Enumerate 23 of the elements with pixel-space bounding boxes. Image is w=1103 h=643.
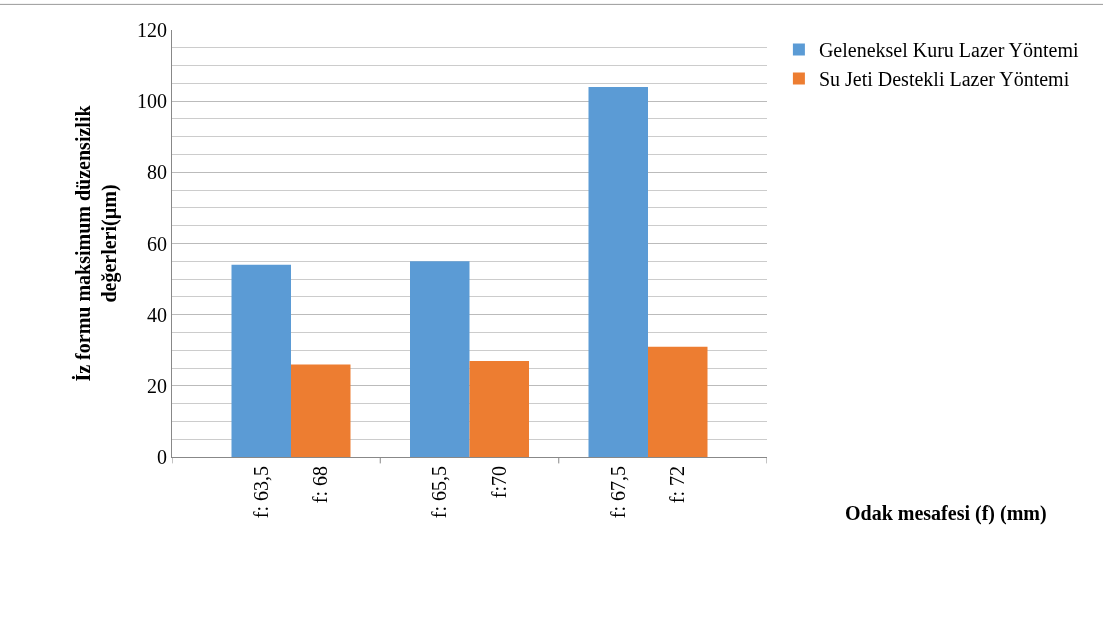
x-tick-label: f: 72 — [666, 466, 689, 504]
y-tick-label: 0 — [157, 446, 167, 468]
bar — [648, 346, 708, 457]
y-tick-label: 120 — [137, 19, 167, 41]
y-tick-label: 60 — [147, 232, 167, 255]
x-tick-label: f: 67,5 — [606, 466, 629, 519]
x-tick-label: f: 63,5 — [249, 466, 272, 519]
y-tick-label: 20 — [147, 374, 167, 397]
x-tick-label: f:70 — [487, 466, 510, 499]
bar — [231, 264, 291, 457]
y-tick-label: 80 — [147, 161, 167, 184]
x-tick-label: f: 68 — [309, 466, 332, 504]
bar — [291, 364, 351, 457]
legend-label: Su Jeti Destekli Lazer Yöntemi — [818, 68, 1070, 91]
x-axis-title: Odak mesafesi (f) (mm) — [845, 502, 1047, 525]
y-axis-title: İz formu maksimum düzensizlik değerleri(µm) — [70, 104, 121, 382]
legend-label: Geleneksel Kuru Lazer Yöntemi — [818, 39, 1080, 62]
bar — [469, 360, 529, 457]
bar — [410, 261, 470, 457]
bar — [588, 86, 648, 457]
y-tick-label: 100 — [137, 90, 167, 113]
x-tick-label: f: 65,5 — [428, 466, 451, 519]
y-tick-label: 40 — [147, 303, 167, 326]
